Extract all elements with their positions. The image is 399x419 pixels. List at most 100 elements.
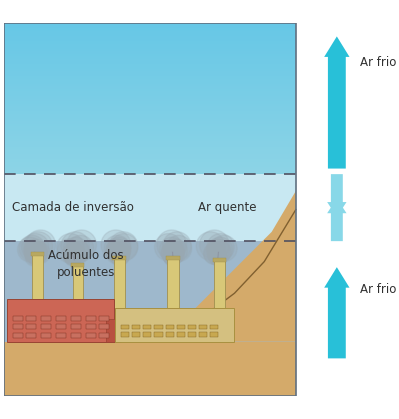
Circle shape	[208, 237, 233, 262]
Circle shape	[26, 250, 42, 266]
Polygon shape	[4, 139, 296, 142]
Circle shape	[27, 244, 47, 264]
Circle shape	[19, 235, 45, 261]
Circle shape	[166, 235, 192, 261]
Circle shape	[57, 233, 84, 261]
Polygon shape	[4, 81, 296, 84]
Text: Camada de inversão: Camada de inversão	[12, 201, 134, 214]
Bar	[71, 316, 81, 321]
Bar	[132, 325, 140, 329]
Polygon shape	[4, 91, 296, 94]
Text: Ar frio: Ar frio	[360, 283, 396, 296]
Circle shape	[111, 250, 127, 266]
Polygon shape	[4, 86, 296, 89]
Bar	[166, 256, 180, 260]
Bar	[26, 333, 36, 338]
Polygon shape	[4, 162, 296, 164]
Circle shape	[26, 246, 44, 265]
Bar	[41, 316, 51, 321]
Polygon shape	[4, 122, 296, 124]
Circle shape	[206, 239, 230, 263]
Polygon shape	[4, 44, 296, 46]
Bar	[56, 333, 66, 338]
Circle shape	[63, 243, 85, 264]
Bar	[188, 325, 196, 329]
FancyArrow shape	[324, 267, 350, 358]
Circle shape	[28, 248, 45, 266]
Polygon shape	[4, 142, 296, 144]
Circle shape	[108, 241, 130, 263]
Bar	[56, 316, 66, 321]
Polygon shape	[4, 64, 296, 66]
Polygon shape	[4, 28, 296, 31]
Bar	[199, 325, 207, 329]
Circle shape	[160, 237, 184, 262]
Circle shape	[65, 250, 81, 266]
Circle shape	[161, 243, 183, 264]
FancyArrow shape	[324, 36, 350, 168]
Polygon shape	[4, 169, 296, 172]
Circle shape	[67, 235, 94, 261]
Bar	[56, 324, 66, 329]
Polygon shape	[4, 144, 296, 147]
Polygon shape	[4, 114, 296, 116]
Bar	[166, 325, 174, 329]
Polygon shape	[4, 129, 296, 132]
Circle shape	[65, 248, 82, 266]
Polygon shape	[4, 127, 296, 129]
Bar	[8, 299, 114, 341]
FancyArrow shape	[327, 198, 346, 241]
Polygon shape	[4, 241, 296, 341]
Circle shape	[163, 232, 191, 260]
Circle shape	[112, 248, 129, 266]
Bar	[113, 256, 126, 260]
Bar	[86, 333, 96, 338]
Bar	[210, 332, 219, 337]
Polygon shape	[4, 51, 296, 54]
Polygon shape	[4, 106, 296, 109]
Circle shape	[29, 243, 50, 264]
Polygon shape	[4, 174, 296, 241]
Bar	[143, 325, 152, 329]
Polygon shape	[4, 109, 296, 111]
Polygon shape	[4, 84, 296, 86]
Circle shape	[209, 241, 231, 263]
Polygon shape	[4, 46, 296, 49]
Circle shape	[109, 232, 138, 260]
Circle shape	[61, 232, 89, 260]
Bar	[32, 254, 43, 301]
Bar	[115, 308, 235, 341]
Circle shape	[111, 246, 130, 265]
Bar	[121, 325, 129, 329]
Circle shape	[164, 248, 182, 266]
Circle shape	[210, 250, 227, 266]
Polygon shape	[4, 132, 296, 134]
Polygon shape	[4, 59, 296, 61]
Bar	[177, 332, 185, 337]
Polygon shape	[4, 159, 296, 162]
Polygon shape	[4, 154, 296, 157]
Polygon shape	[4, 341, 296, 396]
Bar	[99, 333, 109, 338]
Bar	[26, 316, 36, 321]
Bar	[177, 325, 185, 329]
Text: Acúmulo dos
poluentes: Acúmulo dos poluentes	[48, 249, 123, 279]
Bar	[121, 332, 129, 337]
Polygon shape	[4, 56, 296, 59]
Polygon shape	[4, 152, 296, 154]
Polygon shape	[4, 61, 296, 64]
Polygon shape	[4, 172, 296, 174]
Circle shape	[101, 230, 131, 260]
Bar	[214, 260, 225, 308]
Circle shape	[162, 241, 184, 263]
Bar	[210, 325, 219, 329]
Bar	[71, 324, 81, 329]
Circle shape	[57, 239, 81, 263]
Circle shape	[62, 244, 82, 264]
Circle shape	[109, 244, 129, 264]
Polygon shape	[4, 71, 296, 74]
Bar	[31, 252, 44, 256]
Bar	[154, 332, 163, 337]
Bar	[132, 332, 140, 337]
Polygon shape	[4, 149, 296, 152]
